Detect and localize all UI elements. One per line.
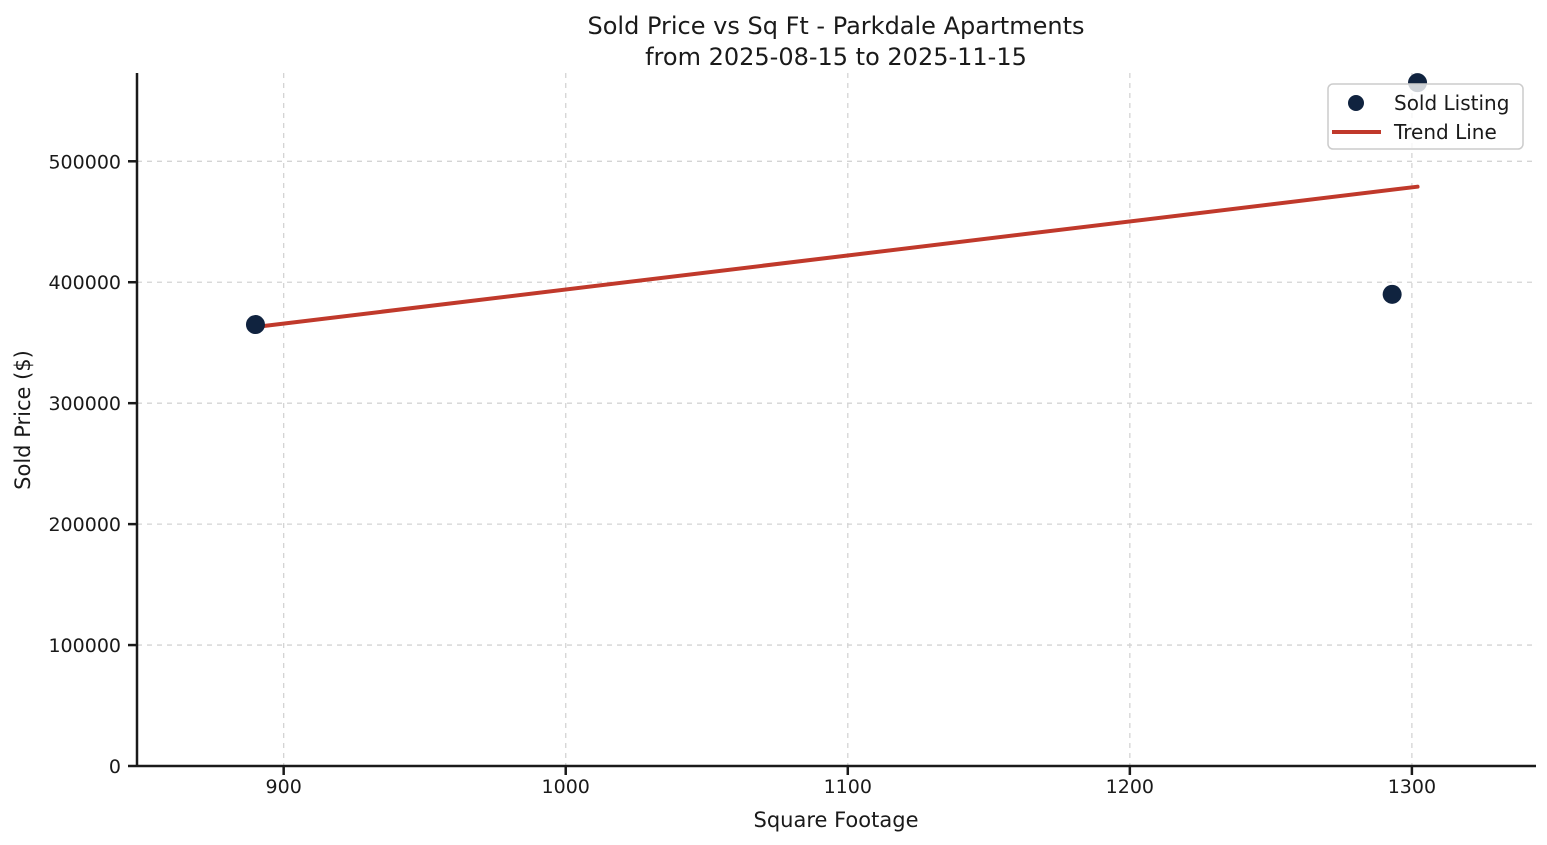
y-tick-label: 300000 [48, 393, 121, 415]
scatter-point [245, 315, 265, 335]
x-tick-label: 1300 [1388, 776, 1436, 798]
plot-area: 900 1000 1100 1200 1300 0 100000 200000 300000 40… [48, 73, 1536, 798]
x-tick-label: 1000 [542, 776, 590, 798]
legend-scatter-marker-icon [1348, 95, 1364, 111]
x-axis-label: Square Footage [754, 808, 919, 832]
y-tick-label: 500000 [48, 151, 121, 173]
y-axis-label: Sold Price ($) [11, 350, 35, 490]
x-tick-label: 1200 [1106, 776, 1154, 798]
y-tick-label: 0 [109, 756, 121, 778]
legend: Sold Listing Trend Line [1327, 83, 1524, 150]
chart-subtitle: from 2025-08-15 to 2025-11-15 [645, 43, 1027, 71]
chart-title: Sold Price vs Sq Ft - Parkdale Apartment… [588, 12, 1085, 40]
y-tick-label: 200000 [48, 514, 121, 536]
scatter-point [1382, 284, 1402, 304]
x-tick-label: 900 [266, 776, 302, 798]
trend-line [253, 184, 1420, 329]
x-tick-label: 1100 [824, 776, 872, 798]
legend-label-sold-listing: Sold Listing [1394, 91, 1509, 115]
legend-label-trend-line: Trend Line [1393, 120, 1497, 144]
y-tick-label: 100000 [48, 635, 121, 657]
y-tick-label: 400000 [48, 272, 121, 294]
